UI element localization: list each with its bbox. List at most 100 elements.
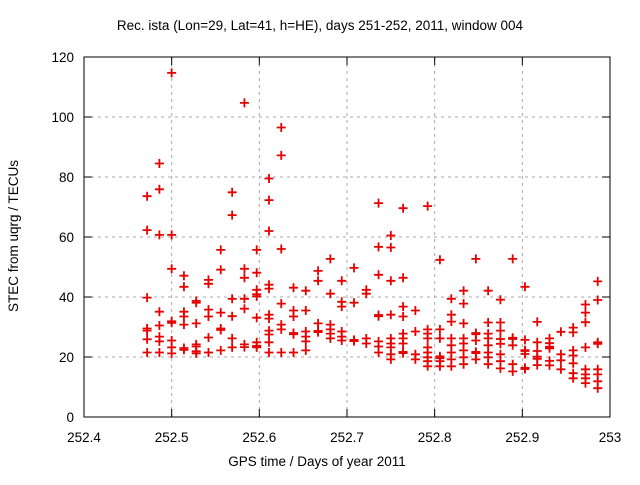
data-point-marker bbox=[216, 245, 226, 255]
data-point-marker bbox=[264, 314, 274, 324]
data-point-marker bbox=[471, 336, 481, 345]
data-point-marker bbox=[216, 308, 226, 318]
x-tick-label: 252.6 bbox=[242, 430, 276, 445]
data-point-marker bbox=[227, 311, 237, 321]
data-point-marker bbox=[227, 294, 237, 304]
data-point-marker bbox=[593, 339, 603, 349]
data-point-marker bbox=[386, 231, 396, 240]
data-point-marker bbox=[471, 354, 481, 364]
data-point-marker bbox=[216, 345, 226, 355]
data-point-marker bbox=[313, 276, 323, 286]
data-point-marker bbox=[264, 174, 274, 183]
y-tick-label: 80 bbox=[59, 170, 74, 185]
data-point-marker bbox=[398, 339, 408, 348]
data-point-marker bbox=[446, 361, 456, 371]
data-point-marker bbox=[459, 299, 469, 309]
chart-title: Rec. ista (Lon=29, Lat=41, h=HE), days 2… bbox=[117, 18, 524, 33]
data-point-marker bbox=[203, 312, 213, 321]
data-point-marker bbox=[227, 333, 237, 343]
data-point-marker bbox=[435, 333, 445, 343]
data-point-marker bbox=[179, 345, 189, 355]
data-point-marker bbox=[313, 327, 323, 337]
data-point-marker bbox=[398, 302, 408, 312]
data-point-marker bbox=[349, 336, 359, 346]
data-point-marker bbox=[545, 360, 555, 370]
data-point-marker bbox=[179, 282, 189, 292]
data-point-marker bbox=[142, 326, 152, 336]
data-point-marker bbox=[301, 336, 311, 346]
data-point-marker bbox=[446, 294, 456, 304]
data-point-marker bbox=[276, 348, 286, 357]
data-point-marker bbox=[423, 201, 433, 211]
data-point-marker bbox=[154, 336, 164, 346]
data-point-marker bbox=[398, 312, 408, 321]
data-point-marker bbox=[227, 342, 237, 352]
data-point-marker bbox=[191, 318, 201, 328]
data-point-marker bbox=[203, 333, 213, 342]
data-point-marker bbox=[239, 304, 249, 314]
data-point-marker bbox=[337, 302, 347, 312]
data-point-marker bbox=[386, 310, 396, 320]
data-point-marker bbox=[276, 244, 286, 254]
data-point-marker bbox=[252, 268, 262, 278]
data-point-marker bbox=[532, 337, 542, 347]
data-point-marker bbox=[398, 273, 408, 283]
data-point-marker bbox=[203, 279, 213, 289]
data-point-marker bbox=[495, 318, 505, 327]
data-point-marker bbox=[167, 318, 177, 328]
data-point-marker bbox=[179, 271, 189, 281]
y-tick-label: 0 bbox=[66, 410, 74, 425]
data-point-marker bbox=[154, 348, 164, 357]
data-point-marker bbox=[410, 354, 420, 364]
data-point-marker bbox=[520, 349, 530, 359]
data-point-marker bbox=[252, 245, 262, 255]
data-point-marker bbox=[142, 225, 152, 235]
data-point-marker bbox=[301, 286, 311, 296]
data-point-marker bbox=[459, 318, 469, 328]
data-point-marker bbox=[532, 317, 542, 327]
data-point-marker bbox=[495, 339, 505, 349]
data-point-marker bbox=[483, 318, 493, 327]
x-tick-label: 252.4 bbox=[67, 430, 101, 445]
data-point-marker bbox=[374, 242, 384, 252]
data-point-marker bbox=[167, 230, 177, 240]
data-point-marker bbox=[568, 358, 578, 368]
data-point-marker bbox=[568, 327, 578, 337]
data-point-marker bbox=[580, 378, 590, 388]
data-point-marker bbox=[276, 150, 286, 160]
data-point-marker bbox=[580, 300, 590, 309]
data-point-marker bbox=[325, 254, 335, 264]
data-point-marker bbox=[203, 348, 213, 357]
data-point-marker bbox=[374, 311, 384, 321]
data-point-marker bbox=[313, 266, 323, 276]
x-tick-label: 252.5 bbox=[155, 430, 189, 445]
data-point-marker bbox=[545, 343, 555, 353]
y-axis-label: STEC from uqrg / TECUs bbox=[6, 160, 21, 312]
data-point-marker bbox=[142, 191, 152, 201]
x-tick-label: 252.9 bbox=[505, 430, 539, 445]
data-point-marker bbox=[301, 306, 311, 315]
data-point-marker bbox=[580, 317, 590, 327]
data-point-marker bbox=[349, 298, 359, 308]
data-point-marker bbox=[252, 313, 262, 323]
data-point-marker bbox=[520, 282, 530, 292]
data-point-marker bbox=[154, 159, 164, 168]
data-point-marker bbox=[556, 364, 566, 374]
data-point-marker bbox=[508, 366, 518, 376]
x-tick-label: 253 bbox=[599, 430, 622, 445]
data-point-marker bbox=[374, 270, 384, 280]
data-point-marker bbox=[264, 226, 274, 236]
data-point-marker bbox=[276, 123, 286, 132]
x-tick-label: 252.7 bbox=[330, 430, 364, 445]
data-point-marker bbox=[593, 276, 603, 286]
data-point-marker bbox=[386, 354, 396, 364]
data-point-marker bbox=[556, 355, 566, 365]
data-point-marker bbox=[252, 342, 262, 352]
data-point-marker bbox=[289, 329, 299, 339]
data-point-marker bbox=[264, 195, 274, 205]
data-point-marker bbox=[154, 307, 164, 317]
y-tick-label: 120 bbox=[51, 50, 74, 65]
data-point-marker bbox=[374, 198, 384, 208]
data-point-marker bbox=[227, 210, 237, 220]
data-point-marker bbox=[142, 348, 152, 357]
